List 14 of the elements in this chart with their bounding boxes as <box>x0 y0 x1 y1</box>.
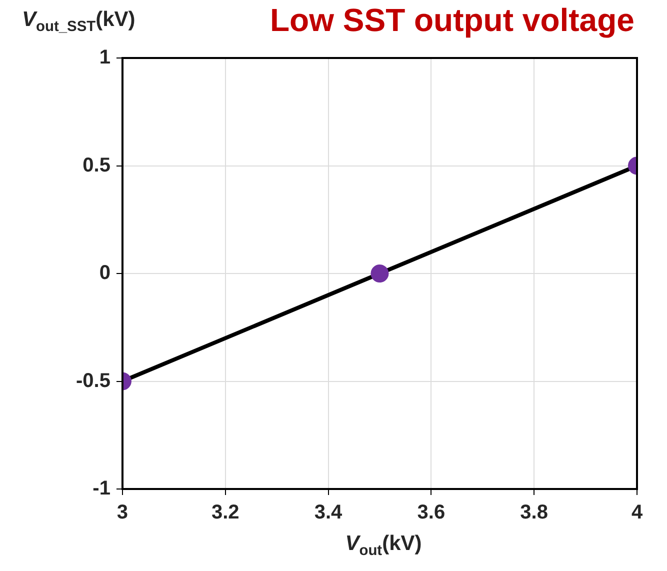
x-tick-label: 3.4 <box>314 502 344 524</box>
x-tick-label: 3.2 <box>211 502 240 524</box>
y-tick-label: -0.5 <box>76 370 110 392</box>
x-tick-label: 3 <box>116 502 128 524</box>
y-tick-label: -1 <box>92 478 110 500</box>
x-tick-label: 3.8 <box>520 502 548 524</box>
x-tick-label: 4 <box>631 502 644 524</box>
x-axis-title: V$_{out}$(kV) <box>344 532 423 560</box>
y-tick-label: 0.5 <box>82 154 110 176</box>
y-tick-label: 1 <box>99 46 110 69</box>
y-axis-title: V$_{out_SST}$(kV) <box>22 8 136 36</box>
x-tick-label: 3.6 <box>417 502 446 524</box>
chart-title: Low SST output voltage <box>270 2 634 39</box>
y-tick-label: 0 <box>99 262 110 284</box>
